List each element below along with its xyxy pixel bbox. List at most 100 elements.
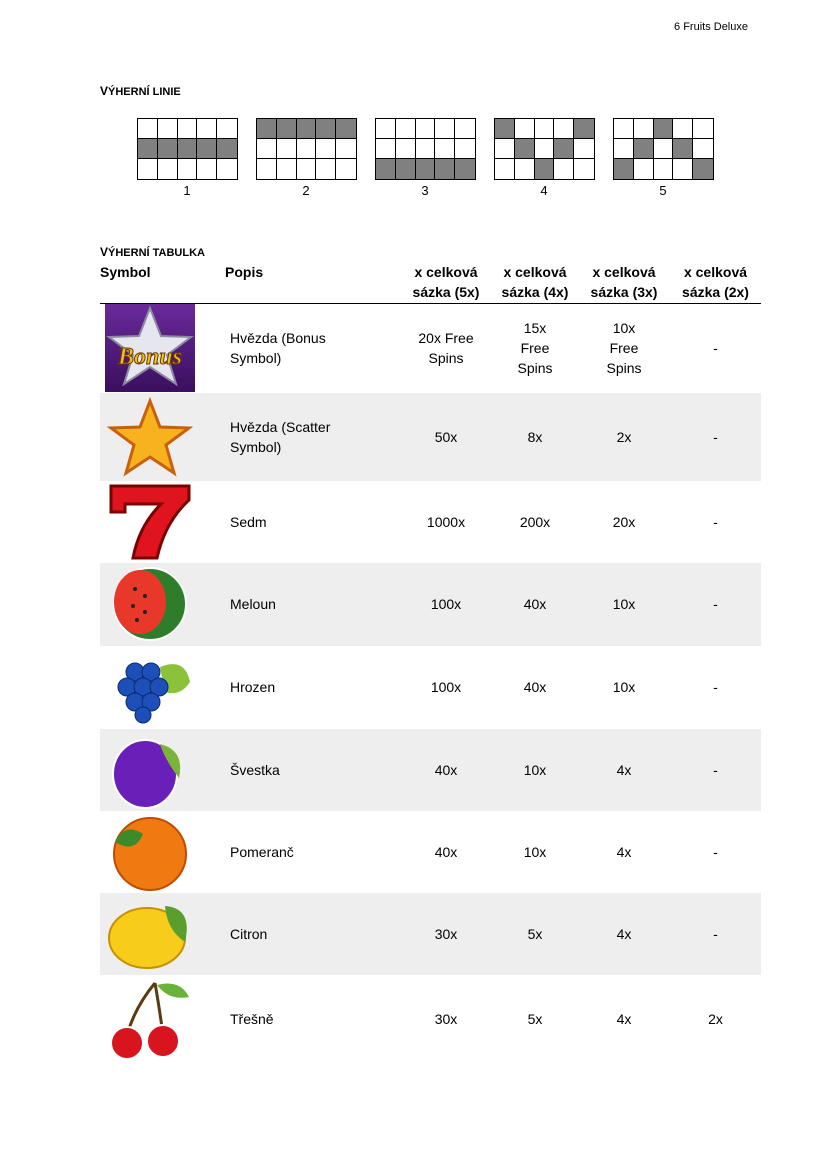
payline-cell bbox=[316, 139, 337, 159]
payout-5x: 40x bbox=[400, 728, 492, 811]
payline-cell bbox=[574, 119, 594, 139]
payline-cell bbox=[138, 159, 158, 179]
payline-cell bbox=[693, 159, 713, 179]
col-2x: x celková sázka (2x) bbox=[670, 262, 761, 304]
payline-cell bbox=[376, 119, 396, 139]
payout-3x: 20x bbox=[612, 513, 636, 530]
payline-cell bbox=[376, 139, 396, 159]
payline-cell bbox=[554, 119, 575, 139]
payline-cell bbox=[514, 119, 535, 139]
payout-5x: 40x bbox=[434, 843, 458, 860]
payline-cell bbox=[177, 159, 198, 179]
payline-cell bbox=[435, 139, 456, 159]
symbol-cell bbox=[100, 481, 225, 563]
symbol-cell bbox=[100, 892, 225, 975]
payout-2x: - bbox=[713, 513, 718, 530]
paytable-row: Pomeranč 40x 10x 4x - bbox=[100, 811, 761, 893]
payline-cell bbox=[336, 159, 356, 179]
payline-cell bbox=[435, 119, 456, 139]
paytable-row: Hvězda (Scatter Symbol) 50x 8x 2x - bbox=[100, 392, 761, 481]
payout-2x: - bbox=[713, 843, 718, 860]
paytable-row: Sedm 1000x 200x 20x - bbox=[100, 481, 761, 563]
payout-3x: 4x bbox=[578, 728, 670, 811]
payline-cell bbox=[514, 139, 535, 159]
payout-3x: 10x bbox=[578, 562, 670, 646]
payline-grid bbox=[494, 118, 595, 180]
payline-cell bbox=[415, 139, 436, 159]
payout-4x: 5x bbox=[527, 1010, 543, 1027]
payline-cell bbox=[257, 159, 277, 179]
payline-cell bbox=[276, 119, 297, 139]
payout-5x: 20x Free Spins bbox=[418, 330, 474, 367]
payout-2x: - bbox=[670, 728, 761, 811]
payline-cell bbox=[554, 159, 575, 179]
payline-number: 1 bbox=[183, 183, 191, 198]
paytable-row: Hrozen 100x 40x 10x - bbox=[100, 646, 761, 729]
payout-5x: 1000x bbox=[426, 513, 466, 530]
col-5x: x celková sázka (5x) bbox=[400, 262, 492, 304]
payline-number: 3 bbox=[421, 183, 429, 198]
payline-cell bbox=[514, 159, 535, 179]
payout-4x: 8x bbox=[492, 392, 578, 481]
payline-cell bbox=[455, 159, 475, 179]
description-cell: Hrozen bbox=[230, 679, 276, 695]
payline-cell bbox=[455, 119, 475, 139]
payline-cell bbox=[633, 139, 654, 159]
payline: 1 bbox=[137, 118, 238, 198]
orange-icon bbox=[100, 812, 225, 892]
payout-4x: 40x bbox=[492, 562, 578, 646]
payline-cell bbox=[197, 119, 218, 139]
symbol-cell bbox=[100, 392, 225, 481]
payout-4x: 15x Free Spins bbox=[517, 320, 553, 377]
payline-cell bbox=[316, 159, 337, 179]
payline-cell bbox=[633, 159, 654, 179]
payline-cell bbox=[435, 159, 456, 179]
payline-cell bbox=[614, 159, 634, 179]
payline-cell bbox=[395, 159, 416, 179]
payline-cell bbox=[197, 159, 218, 179]
description-cell: Pomeranč bbox=[230, 843, 294, 860]
payline-cell bbox=[157, 159, 178, 179]
symbol-cell bbox=[100, 975, 225, 1063]
payout-4x: 5x bbox=[492, 892, 578, 975]
symbol-cell bbox=[100, 728, 225, 811]
payout-2x: - bbox=[713, 679, 718, 695]
payout-5x: 30x bbox=[434, 1010, 458, 1027]
col-3x: x celková sázka (3x) bbox=[578, 262, 670, 304]
payline-cell bbox=[614, 119, 634, 139]
payout-5x: 30x bbox=[400, 892, 492, 975]
col-symbol: Symbol bbox=[100, 262, 225, 304]
payline: 4 bbox=[494, 118, 595, 198]
payline-cell bbox=[495, 159, 515, 179]
page-header-title: 6 Fruits Deluxe bbox=[674, 21, 748, 33]
plum-icon bbox=[100, 730, 225, 810]
description-cell: Hvězda (Bonus Symbol) bbox=[230, 330, 326, 367]
payline-grid bbox=[613, 118, 714, 180]
payline-cell bbox=[693, 139, 713, 159]
paytable-row: Třešně 30x 5x 4x 2x bbox=[100, 975, 761, 1063]
payline-cell bbox=[693, 119, 713, 139]
description-cell: Citron bbox=[225, 892, 400, 975]
paylines-diagram: 1 2 3 4 5 bbox=[137, 118, 714, 198]
payline-cell bbox=[574, 139, 594, 159]
col-4x: x celková sázka (4x) bbox=[492, 262, 578, 304]
payline-cell bbox=[217, 159, 237, 179]
payline-number: 2 bbox=[302, 183, 310, 198]
payline-cell bbox=[495, 139, 515, 159]
payline-cell bbox=[673, 159, 694, 179]
payout-4x: 200x bbox=[519, 513, 551, 530]
payline-cell bbox=[633, 119, 654, 139]
symbol-cell bbox=[100, 811, 225, 893]
payout-3x: 2x bbox=[578, 392, 670, 481]
payline-cell bbox=[197, 139, 218, 159]
payout-3x: 4x bbox=[616, 1010, 632, 1027]
watermelon-icon bbox=[100, 564, 225, 644]
description-cell: Švestka bbox=[225, 728, 400, 811]
payline-grid bbox=[137, 118, 238, 180]
symbol-cell: Bonus bbox=[100, 304, 225, 393]
payline-cell bbox=[395, 139, 416, 159]
payline-cell bbox=[177, 139, 198, 159]
payline-cell bbox=[653, 159, 674, 179]
paytable-heading: VÝHERNÍ TABULKA bbox=[100, 245, 205, 259]
